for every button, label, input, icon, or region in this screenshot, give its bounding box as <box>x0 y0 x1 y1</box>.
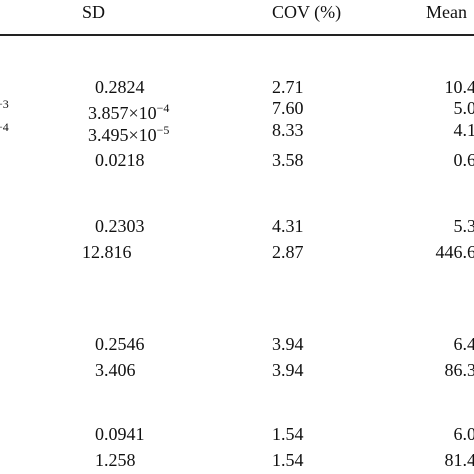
sd-value: 0.2303 <box>95 216 145 236</box>
mean-cell: 6.4 <box>453 334 474 354</box>
sd-cell: 3.857×10−4 <box>88 97 169 124</box>
cov-cell: 4.31 <box>272 216 304 236</box>
sd-value: 12.816 <box>82 242 132 262</box>
sd-exponent: −5 <box>156 123 170 137</box>
cov-cell: 2.71 <box>272 77 304 97</box>
sd-cell: 0.0218 <box>95 149 145 171</box>
sd-cell: 0.2546 <box>95 333 145 355</box>
sd-value: 1.258 <box>95 450 136 470</box>
cov-cell: 1.54 <box>272 450 304 470</box>
sd-cell: 3.495×10−5 <box>88 119 169 146</box>
mean-cell: 0.6 <box>453 150 474 170</box>
sd-value: 0.0941 <box>95 424 145 444</box>
cut-fragment: −3 <box>0 97 9 111</box>
mean-cell: 81.4 <box>444 450 474 470</box>
mean-cell: 10.4 <box>444 77 474 97</box>
sd-cell: 12.816 <box>82 241 132 263</box>
mean-cell: 446.6 <box>435 242 474 262</box>
cov-cell: 7.60 <box>272 98 304 118</box>
cov-cell: 8.33 <box>272 120 304 140</box>
mean-cell: 4.1 <box>453 120 474 140</box>
sd-value: 3.495×10 <box>88 125 157 145</box>
sd-cell: 3.406 <box>95 359 136 381</box>
cov-cell: 3.58 <box>272 150 304 170</box>
mean-cell: 86.3 <box>444 360 474 380</box>
sd-value: 0.2546 <box>95 334 145 354</box>
sd-cell: 0.0941 <box>95 423 145 445</box>
header-mean: Mean <box>426 2 467 22</box>
sd-cell: 0.2824 <box>95 76 145 98</box>
sd-value: 3.857×10 <box>88 103 157 123</box>
sd-value: 0.2824 <box>95 77 145 97</box>
mean-cell: 5.0 <box>453 98 474 118</box>
cov-cell: 3.94 <box>272 360 304 380</box>
mean-cell: 6.0 <box>453 424 474 444</box>
cov-cell: 1.54 <box>272 424 304 444</box>
sd-cell: 0.2303 <box>95 215 145 237</box>
header-cov: COV (%) <box>272 2 342 22</box>
sd-cell: 1.258 <box>95 449 136 471</box>
cov-cell: 3.94 <box>272 334 304 354</box>
sd-value: 0.0218 <box>95 150 145 170</box>
cut-fragment: −4 <box>0 120 9 134</box>
mean-cell: 5.3 <box>453 216 474 236</box>
sd-value: 3.406 <box>95 360 136 380</box>
header-rule <box>0 34 474 36</box>
cov-cell: 2.87 <box>272 242 304 262</box>
sd-exponent: −4 <box>156 101 170 115</box>
header-sd: SD <box>82 2 106 22</box>
